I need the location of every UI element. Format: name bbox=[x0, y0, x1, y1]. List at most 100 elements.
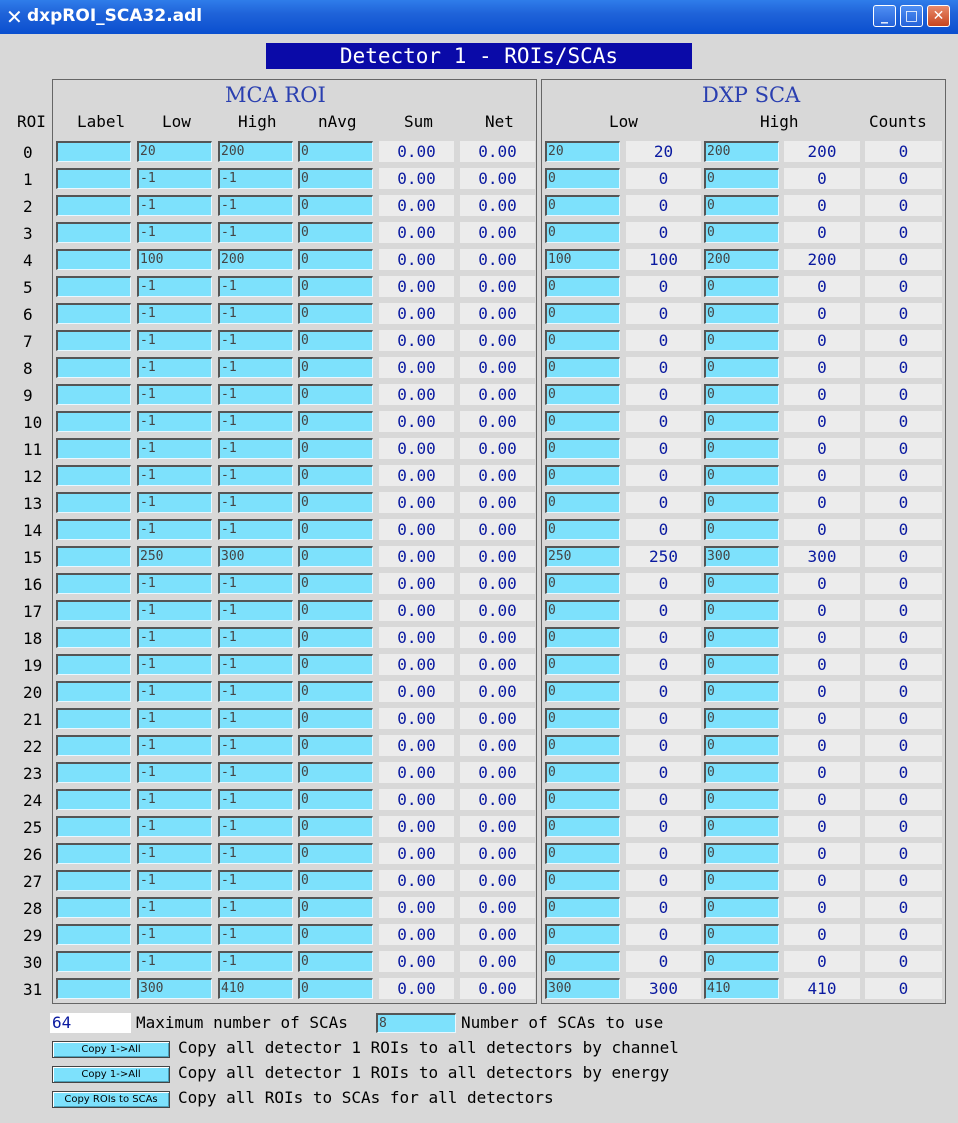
sca-high-input[interactable]: 0 bbox=[704, 330, 779, 351]
roi-low-input[interactable]: -1 bbox=[137, 708, 212, 729]
sca-high-input[interactable]: 0 bbox=[704, 222, 779, 243]
roi-high-input[interactable]: -1 bbox=[218, 519, 293, 540]
roi-navg-input[interactable]: 0 bbox=[298, 735, 373, 756]
roi-low-input[interactable]: -1 bbox=[137, 222, 212, 243]
sca-high-input[interactable]: 0 bbox=[704, 627, 779, 648]
sca-low-input[interactable]: 0 bbox=[545, 438, 620, 459]
sca-high-input[interactable]: 0 bbox=[704, 708, 779, 729]
roi-navg-input[interactable]: 0 bbox=[298, 249, 373, 270]
sca-low-input[interactable]: 0 bbox=[545, 654, 620, 675]
roi-navg-input[interactable]: 0 bbox=[298, 762, 373, 783]
sca-low-input[interactable]: 0 bbox=[545, 195, 620, 216]
roi-low-input[interactable]: 300 bbox=[137, 978, 212, 999]
roi-high-input[interactable]: -1 bbox=[218, 357, 293, 378]
sca-high-input[interactable]: 0 bbox=[704, 492, 779, 513]
roi-low-input[interactable]: -1 bbox=[137, 195, 212, 216]
roi-high-input[interactable]: -1 bbox=[218, 492, 293, 513]
sca-low-input[interactable]: 0 bbox=[545, 276, 620, 297]
roi-high-input[interactable]: -1 bbox=[218, 600, 293, 621]
roi-label-input[interactable] bbox=[56, 249, 131, 270]
roi-label-input[interactable] bbox=[56, 222, 131, 243]
roi-navg-input[interactable]: 0 bbox=[298, 303, 373, 324]
sca-high-input[interactable]: 0 bbox=[704, 897, 779, 918]
copy-by-channel-button[interactable]: Copy 1->All bbox=[52, 1041, 170, 1058]
roi-high-input[interactable]: -1 bbox=[218, 924, 293, 945]
sca-high-input[interactable]: 0 bbox=[704, 465, 779, 486]
sca-low-input[interactable]: 0 bbox=[545, 708, 620, 729]
roi-navg-input[interactable]: 0 bbox=[298, 924, 373, 945]
roi-high-input[interactable]: -1 bbox=[218, 465, 293, 486]
sca-high-input[interactable]: 0 bbox=[704, 654, 779, 675]
minimize-button[interactable]: _ bbox=[873, 5, 896, 27]
roi-high-input[interactable]: -1 bbox=[218, 168, 293, 189]
sca-low-input[interactable]: 250 bbox=[545, 546, 620, 567]
sca-low-input[interactable]: 20 bbox=[545, 141, 620, 162]
roi-navg-input[interactable]: 0 bbox=[298, 897, 373, 918]
roi-navg-input[interactable]: 0 bbox=[298, 789, 373, 810]
roi-low-input[interactable]: -1 bbox=[137, 600, 212, 621]
sca-low-input[interactable]: 0 bbox=[545, 492, 620, 513]
roi-low-input[interactable]: -1 bbox=[137, 168, 212, 189]
roi-label-input[interactable] bbox=[56, 843, 131, 864]
sca-high-input[interactable]: 0 bbox=[704, 870, 779, 891]
roi-low-input[interactable]: -1 bbox=[137, 870, 212, 891]
sca-high-input[interactable]: 410 bbox=[704, 978, 779, 999]
roi-label-input[interactable] bbox=[56, 357, 131, 378]
roi-label-input[interactable] bbox=[56, 303, 131, 324]
sca-high-input[interactable]: 0 bbox=[704, 681, 779, 702]
roi-navg-input[interactable]: 0 bbox=[298, 978, 373, 999]
sca-low-input[interactable]: 0 bbox=[545, 465, 620, 486]
roi-high-input[interactable]: 300 bbox=[218, 546, 293, 567]
roi-high-input[interactable]: -1 bbox=[218, 276, 293, 297]
roi-high-input[interactable]: -1 bbox=[218, 195, 293, 216]
sca-low-input[interactable]: 0 bbox=[545, 168, 620, 189]
copy-rois-to-scas-button[interactable]: Copy ROIs to SCAs bbox=[52, 1091, 170, 1108]
roi-low-input[interactable]: -1 bbox=[137, 843, 212, 864]
roi-label-input[interactable] bbox=[56, 600, 131, 621]
sca-low-input[interactable]: 0 bbox=[545, 627, 620, 648]
roi-navg-input[interactable]: 0 bbox=[298, 438, 373, 459]
roi-label-input[interactable] bbox=[56, 438, 131, 459]
roi-label-input[interactable] bbox=[56, 465, 131, 486]
sca-high-input[interactable]: 200 bbox=[704, 249, 779, 270]
sca-low-input[interactable]: 0 bbox=[545, 843, 620, 864]
sca-high-input[interactable]: 0 bbox=[704, 573, 779, 594]
roi-navg-input[interactable]: 0 bbox=[298, 708, 373, 729]
sca-high-input[interactable]: 0 bbox=[704, 276, 779, 297]
roi-navg-input[interactable]: 0 bbox=[298, 276, 373, 297]
roi-high-input[interactable]: -1 bbox=[218, 951, 293, 972]
roi-high-input[interactable]: -1 bbox=[218, 303, 293, 324]
roi-low-input[interactable]: -1 bbox=[137, 789, 212, 810]
roi-high-input[interactable]: -1 bbox=[218, 411, 293, 432]
roi-navg-input[interactable]: 0 bbox=[298, 816, 373, 837]
roi-navg-input[interactable]: 0 bbox=[298, 654, 373, 675]
roi-high-input[interactable]: -1 bbox=[218, 438, 293, 459]
close-button[interactable]: ✕ bbox=[927, 5, 950, 27]
sca-high-input[interactable]: 0 bbox=[704, 168, 779, 189]
roi-label-input[interactable] bbox=[56, 519, 131, 540]
sca-low-input[interactable]: 0 bbox=[545, 789, 620, 810]
roi-label-input[interactable] bbox=[56, 978, 131, 999]
roi-high-input[interactable]: 200 bbox=[218, 249, 293, 270]
sca-high-input[interactable]: 0 bbox=[704, 357, 779, 378]
roi-low-input[interactable]: 20 bbox=[137, 141, 212, 162]
sca-low-input[interactable]: 0 bbox=[545, 762, 620, 783]
sca-high-input[interactable]: 0 bbox=[704, 195, 779, 216]
roi-low-input[interactable]: -1 bbox=[137, 735, 212, 756]
roi-label-input[interactable] bbox=[56, 627, 131, 648]
roi-navg-input[interactable]: 0 bbox=[298, 573, 373, 594]
sca-low-input[interactable]: 0 bbox=[545, 870, 620, 891]
sca-high-input[interactable]: 0 bbox=[704, 411, 779, 432]
roi-low-input[interactable]: -1 bbox=[137, 303, 212, 324]
roi-high-input[interactable]: -1 bbox=[218, 222, 293, 243]
roi-high-input[interactable]: -1 bbox=[218, 654, 293, 675]
roi-navg-input[interactable]: 0 bbox=[298, 357, 373, 378]
sca-low-input[interactable]: 0 bbox=[545, 735, 620, 756]
roi-low-input[interactable]: -1 bbox=[137, 519, 212, 540]
roi-label-input[interactable] bbox=[56, 924, 131, 945]
roi-navg-input[interactable]: 0 bbox=[298, 195, 373, 216]
roi-high-input[interactable]: -1 bbox=[218, 897, 293, 918]
roi-low-input[interactable]: -1 bbox=[137, 924, 212, 945]
num-scas-input[interactable]: 8 bbox=[376, 1013, 456, 1033]
roi-label-input[interactable] bbox=[56, 330, 131, 351]
